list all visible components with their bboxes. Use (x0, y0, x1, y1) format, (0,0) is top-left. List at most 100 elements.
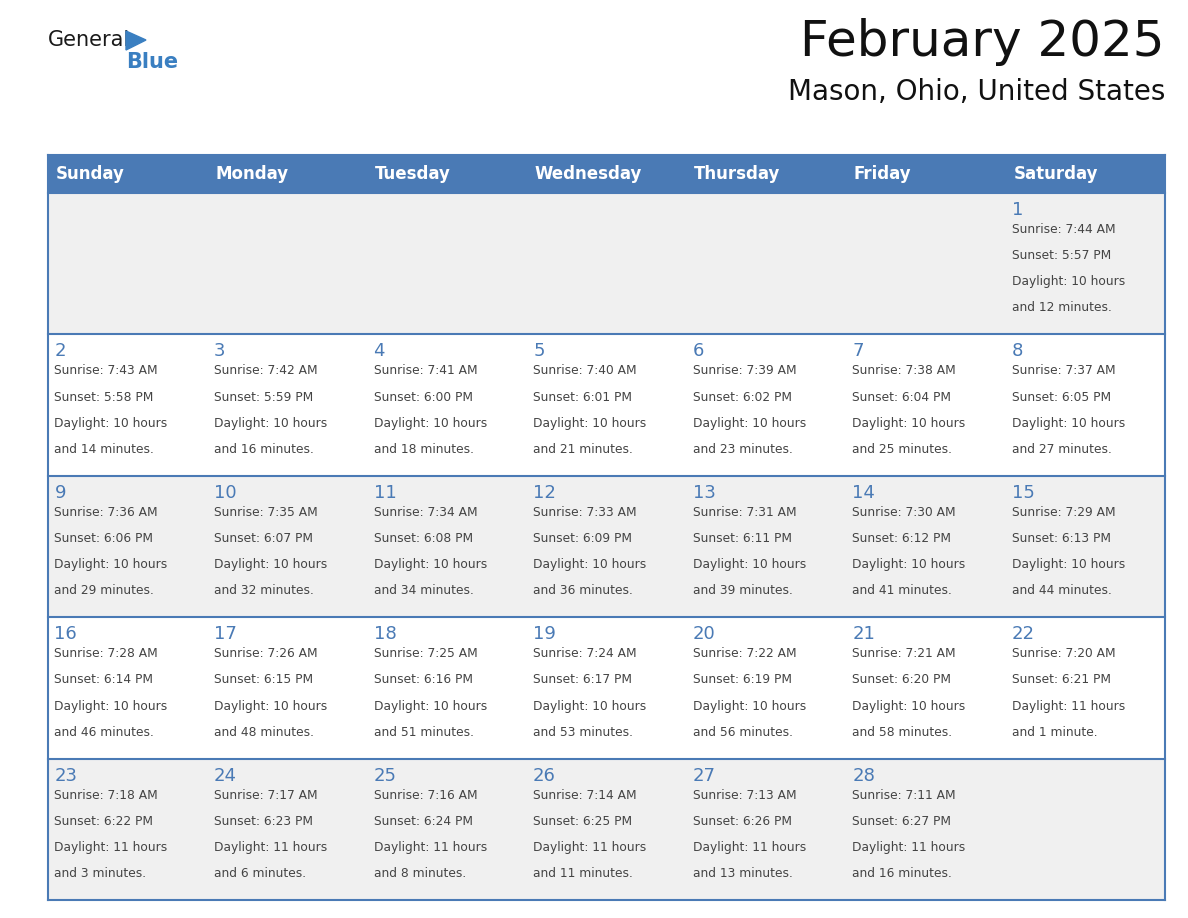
Text: Daylight: 10 hours: Daylight: 10 hours (693, 417, 805, 430)
Text: Sunset: 6:24 PM: Sunset: 6:24 PM (373, 815, 473, 828)
Text: and 16 minutes.: and 16 minutes. (214, 442, 314, 456)
Text: Sunrise: 7:11 AM: Sunrise: 7:11 AM (852, 789, 956, 801)
Text: 21: 21 (852, 625, 876, 644)
Text: Sunset: 6:01 PM: Sunset: 6:01 PM (533, 390, 632, 404)
Text: Sunrise: 7:26 AM: Sunrise: 7:26 AM (214, 647, 317, 660)
Text: Sunday: Sunday (56, 165, 125, 183)
Text: Daylight: 10 hours: Daylight: 10 hours (852, 558, 966, 571)
Text: and 14 minutes.: and 14 minutes. (55, 442, 154, 456)
Bar (846, 155, 1005, 193)
Text: and 13 minutes.: and 13 minutes. (693, 868, 792, 880)
Text: and 3 minutes.: and 3 minutes. (55, 868, 146, 880)
Bar (48, 334, 1165, 476)
Text: 22: 22 (1012, 625, 1035, 644)
Text: 18: 18 (373, 625, 397, 644)
Text: Daylight: 11 hours: Daylight: 11 hours (373, 841, 487, 854)
Text: Sunset: 6:12 PM: Sunset: 6:12 PM (852, 532, 952, 545)
Text: Daylight: 10 hours: Daylight: 10 hours (55, 417, 168, 430)
Text: Saturday: Saturday (1013, 165, 1098, 183)
Text: 12: 12 (533, 484, 556, 502)
Bar (48, 476, 1165, 617)
Text: 4: 4 (373, 342, 385, 361)
Text: and 36 minutes.: and 36 minutes. (533, 584, 633, 598)
Text: Sunrise: 7:33 AM: Sunrise: 7:33 AM (533, 506, 637, 519)
Text: 6: 6 (693, 342, 704, 361)
Text: Daylight: 10 hours: Daylight: 10 hours (373, 700, 487, 712)
Text: 7: 7 (852, 342, 864, 361)
Bar (48, 758, 1165, 900)
Text: Sunset: 6:16 PM: Sunset: 6:16 PM (373, 674, 473, 687)
Text: and 12 minutes.: and 12 minutes. (1012, 301, 1112, 315)
Text: Sunset: 6:08 PM: Sunset: 6:08 PM (373, 532, 473, 545)
Text: Daylight: 11 hours: Daylight: 11 hours (214, 841, 327, 854)
Text: and 8 minutes.: and 8 minutes. (373, 868, 466, 880)
Text: Sunset: 6:23 PM: Sunset: 6:23 PM (214, 815, 312, 828)
Text: Sunset: 6:19 PM: Sunset: 6:19 PM (693, 674, 791, 687)
Text: Sunrise: 7:41 AM: Sunrise: 7:41 AM (373, 364, 478, 377)
Text: Daylight: 10 hours: Daylight: 10 hours (1012, 558, 1125, 571)
Text: 8: 8 (1012, 342, 1023, 361)
Bar (1005, 155, 1165, 193)
Bar (208, 155, 367, 193)
Text: Sunset: 5:58 PM: Sunset: 5:58 PM (55, 390, 153, 404)
Text: and 46 minutes.: and 46 minutes. (55, 725, 154, 739)
Text: Mason, Ohio, United States: Mason, Ohio, United States (788, 78, 1165, 106)
Text: Sunrise: 7:20 AM: Sunrise: 7:20 AM (1012, 647, 1116, 660)
Text: Sunset: 6:14 PM: Sunset: 6:14 PM (55, 674, 153, 687)
Text: Sunset: 6:13 PM: Sunset: 6:13 PM (1012, 532, 1111, 545)
Text: Daylight: 10 hours: Daylight: 10 hours (373, 417, 487, 430)
Bar (48, 193, 1165, 334)
Bar (48, 617, 1165, 758)
Text: and 44 minutes.: and 44 minutes. (1012, 584, 1112, 598)
Text: Sunrise: 7:17 AM: Sunrise: 7:17 AM (214, 789, 317, 801)
Text: Sunset: 6:06 PM: Sunset: 6:06 PM (55, 532, 153, 545)
Text: and 11 minutes.: and 11 minutes. (533, 868, 633, 880)
Text: Daylight: 10 hours: Daylight: 10 hours (693, 700, 805, 712)
Text: Sunrise: 7:31 AM: Sunrise: 7:31 AM (693, 506, 796, 519)
Text: Blue: Blue (126, 52, 178, 72)
Text: and 32 minutes.: and 32 minutes. (214, 584, 314, 598)
Text: and 56 minutes.: and 56 minutes. (693, 725, 792, 739)
Text: Daylight: 11 hours: Daylight: 11 hours (533, 841, 646, 854)
Text: Monday: Monday (215, 165, 289, 183)
Text: Daylight: 10 hours: Daylight: 10 hours (1012, 275, 1125, 288)
Bar (687, 155, 846, 193)
Text: Daylight: 10 hours: Daylight: 10 hours (533, 417, 646, 430)
Text: and 6 minutes.: and 6 minutes. (214, 868, 307, 880)
Text: Daylight: 10 hours: Daylight: 10 hours (55, 558, 168, 571)
Polygon shape (126, 31, 146, 50)
Text: and 39 minutes.: and 39 minutes. (693, 584, 792, 598)
Text: Sunrise: 7:25 AM: Sunrise: 7:25 AM (373, 647, 478, 660)
Text: Daylight: 10 hours: Daylight: 10 hours (852, 417, 966, 430)
Text: and 1 minute.: and 1 minute. (1012, 725, 1098, 739)
Text: and 34 minutes.: and 34 minutes. (373, 584, 473, 598)
Text: Friday: Friday (854, 165, 911, 183)
Text: Sunset: 6:09 PM: Sunset: 6:09 PM (533, 532, 632, 545)
Text: Daylight: 11 hours: Daylight: 11 hours (693, 841, 805, 854)
Text: Sunrise: 7:35 AM: Sunrise: 7:35 AM (214, 506, 317, 519)
Text: and 27 minutes.: and 27 minutes. (1012, 442, 1112, 456)
Text: 19: 19 (533, 625, 556, 644)
Text: Sunset: 6:22 PM: Sunset: 6:22 PM (55, 815, 153, 828)
Text: Daylight: 10 hours: Daylight: 10 hours (533, 558, 646, 571)
Text: Sunrise: 7:36 AM: Sunrise: 7:36 AM (55, 506, 158, 519)
Text: Sunset: 6:21 PM: Sunset: 6:21 PM (1012, 674, 1111, 687)
Text: Daylight: 10 hours: Daylight: 10 hours (55, 700, 168, 712)
Text: 11: 11 (373, 484, 397, 502)
Text: 3: 3 (214, 342, 226, 361)
Text: and 41 minutes.: and 41 minutes. (852, 584, 952, 598)
Text: 16: 16 (55, 625, 77, 644)
Text: Thursday: Thursday (694, 165, 781, 183)
Text: 20: 20 (693, 625, 715, 644)
Text: Daylight: 10 hours: Daylight: 10 hours (214, 558, 327, 571)
Text: Sunrise: 7:40 AM: Sunrise: 7:40 AM (533, 364, 637, 377)
Text: Daylight: 11 hours: Daylight: 11 hours (1012, 700, 1125, 712)
Text: 9: 9 (55, 484, 65, 502)
Text: Tuesday: Tuesday (375, 165, 451, 183)
Text: Daylight: 10 hours: Daylight: 10 hours (533, 700, 646, 712)
Bar (367, 155, 526, 193)
Text: Daylight: 10 hours: Daylight: 10 hours (214, 417, 327, 430)
Text: 17: 17 (214, 625, 236, 644)
Text: Sunrise: 7:38 AM: Sunrise: 7:38 AM (852, 364, 956, 377)
Text: 23: 23 (55, 767, 77, 785)
